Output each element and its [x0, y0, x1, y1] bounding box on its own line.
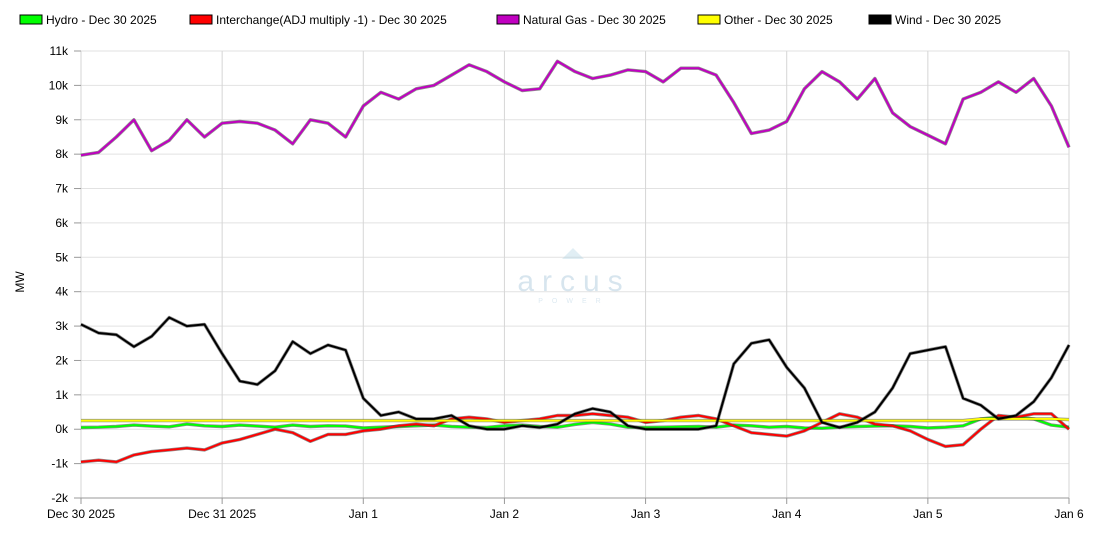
y-tick-label: 2k [55, 353, 69, 367]
y-tick-label: 5k [55, 250, 69, 264]
x-tick-label: Jan 2 [490, 507, 520, 521]
x-tick-label: Jan 1 [349, 507, 379, 521]
y-tick-label: 10k [49, 78, 69, 92]
series-shadow-natural [80, 59, 1071, 157]
y-tick-label: -1k [51, 457, 69, 471]
y-tick-label: 0k [55, 422, 69, 436]
x-tick-label: Dec 31 2025 [188, 507, 256, 521]
legend-label-hydro: Hydro - Dec 30 2025 [46, 13, 157, 27]
x-tick-label: Jan 6 [1054, 507, 1084, 521]
y-tick-label: 9k [55, 113, 69, 127]
legend-swatch-wind [868, 14, 892, 25]
series-line-natural [80, 60, 1070, 157]
y-tick-label: 1k [55, 388, 69, 402]
legend-swatch-natural [496, 14, 520, 25]
legend-swatch-hydro [19, 14, 43, 25]
series-line-other [81, 417, 1070, 422]
legend-label-other: Other - Dec 30 2025 [724, 13, 833, 27]
x-tick-label: Jan 3 [631, 507, 661, 521]
legend: Hydro - Dec 30 2025 Interchange(ADJ multi… [19, 13, 1001, 27]
watermark-brand: arcus [517, 265, 630, 298]
legend-label-wind: Wind - Dec 30 2025 [895, 13, 1001, 27]
x-tick-label: Jan 5 [913, 507, 943, 521]
y-tick-label: 8k [55, 147, 69, 161]
x-tick-label: Jan 4 [772, 507, 802, 521]
legend-swatch-other [697, 14, 721, 25]
y-tick-label: 7k [55, 182, 69, 196]
axes: -2k -1k 0k 1k 2k 3k 4k 5k 6k 7k 8k 9k 10k 11k Dec 30 2… [47, 44, 1084, 521]
legend-swatch-interchangeadj [189, 14, 213, 25]
watermark-logo-icon [562, 248, 584, 259]
y-tick-label: 4k [55, 285, 69, 299]
legend-label-interchangeadj: Interchange(ADJ multiply -1) - Dec 30 20… [216, 13, 447, 27]
watermark-sub: POWER [538, 298, 609, 305]
y-tick-label: -2k [51, 491, 69, 505]
x-tick-label: Dec 30 2025 [47, 507, 115, 521]
series-shadow-wind [80, 315, 1071, 431]
arcus-watermark: arcus POWER [517, 248, 630, 305]
series-lines [80, 59, 1071, 464]
y-tick-label: 11k [50, 44, 69, 58]
series-line-wind [80, 316, 1070, 431]
series-line-hydro [80, 416, 1070, 430]
y-tick-label: 6k [55, 216, 69, 230]
grid [80, 50, 1070, 499]
legend-label-natural: Natural Gas - Dec 30 2025 [523, 13, 666, 27]
y-axis-label: MW [13, 271, 27, 293]
y-tick-label: 3k [55, 319, 69, 333]
